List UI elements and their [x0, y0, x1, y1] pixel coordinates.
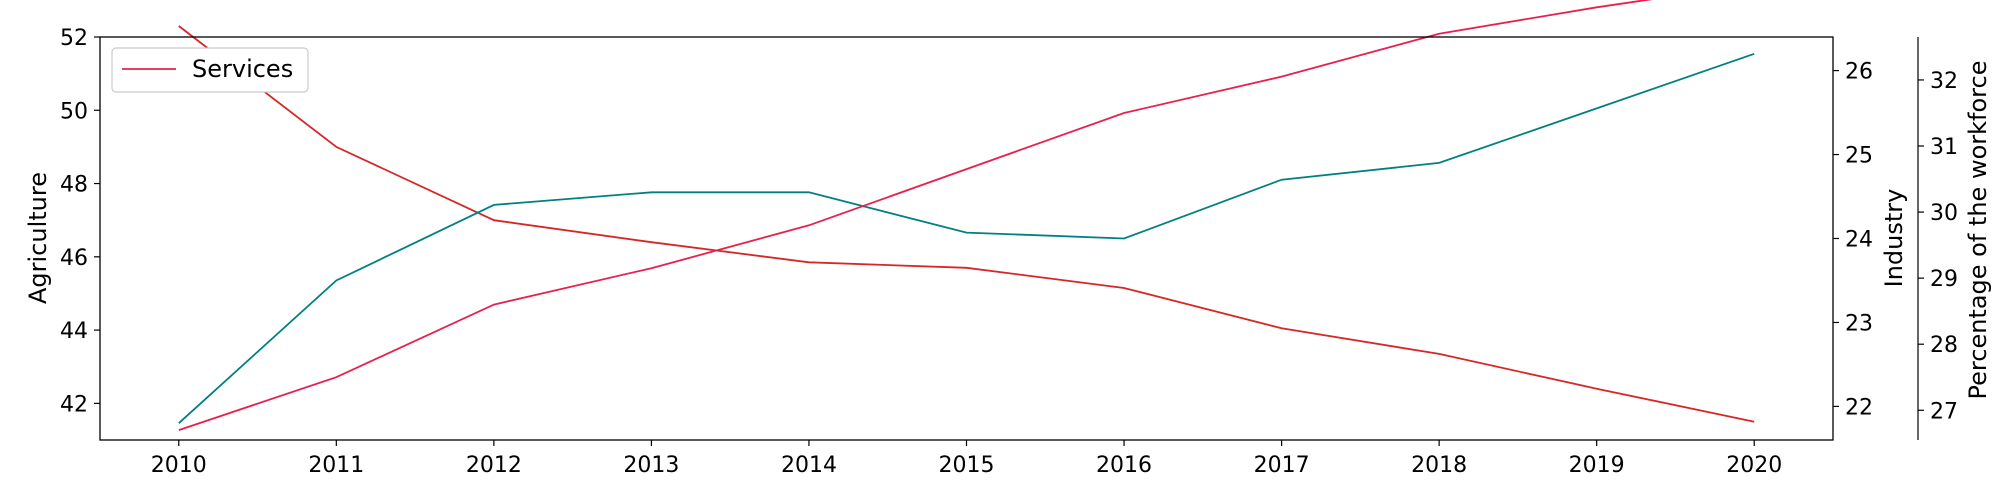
y-tick-label-agriculture: 50 [60, 99, 88, 124]
y-tick-label-percentage: 28 [1930, 333, 1958, 358]
y-tick-label-percentage: 29 [1930, 267, 1958, 292]
y-tick-label-agriculture: 48 [60, 173, 88, 198]
y-axis-label-percentage-of-the-workforce: Percentage of the workforce [1964, 61, 1992, 400]
x-tick-label: 2013 [623, 453, 679, 478]
series-lines [178, 0, 1755, 431]
x-tick-label: 2018 [1411, 453, 1467, 478]
y-tick-label-percentage: 31 [1930, 135, 1958, 160]
y-axis-label-industry: Industry [1880, 189, 1908, 288]
x-tick-label: 2019 [1569, 453, 1625, 478]
x-tick-label: 2014 [781, 453, 837, 478]
y-axis-agriculture: 42 44 46 48 50 52 [60, 26, 100, 417]
x-axis: 2010 2011 2012 2013 2014 2015 2016 2017 2018 2019… [151, 440, 1782, 478]
plot-frame [99, 36, 1834, 441]
series-line-industry [178, 52, 1755, 424]
y-tick-label-industry: 25 [1845, 144, 1873, 169]
y-tick-label-agriculture: 42 [60, 392, 88, 417]
y-tick-label-percentage: 32 [1930, 69, 1958, 94]
series-line-agriculture [178, 25, 1755, 423]
y-tick-label-agriculture: 44 [60, 319, 88, 344]
y-axis-label-agriculture: Agriculture [24, 172, 52, 304]
x-tick-label: 2011 [308, 453, 364, 478]
x-tick-label: 2017 [1254, 453, 1310, 478]
y-tick-label-percentage: 30 [1930, 201, 1958, 226]
legend-label-services: Services [192, 55, 293, 83]
y-tick-label-industry: 23 [1845, 311, 1873, 336]
y-tick-label-industry: 26 [1845, 60, 1873, 85]
x-tick-label: 2010 [151, 453, 207, 478]
y-tick-label-agriculture: 52 [60, 26, 88, 51]
x-tick-label: 2016 [1096, 453, 1152, 478]
legend: Services [111, 47, 309, 93]
y-axis-industry: 22 23 24 25 26 [1833, 60, 1873, 420]
y-tick-label-percentage: 27 [1930, 399, 1958, 424]
x-tick-label: 2015 [939, 453, 995, 478]
series-line-services [178, 0, 1653, 431]
y-tick-label-industry: 24 [1845, 228, 1873, 253]
x-tick-label: 2012 [466, 453, 522, 478]
x-tick-label: 2020 [1726, 453, 1782, 478]
y-tick-label-industry: 22 [1845, 395, 1873, 420]
legend-box [111, 47, 309, 93]
y-tick-label-agriculture: 46 [60, 246, 88, 271]
y-axis-percentage-of-the-workforce: 27 28 29 30 31 32 [1917, 37, 1958, 440]
